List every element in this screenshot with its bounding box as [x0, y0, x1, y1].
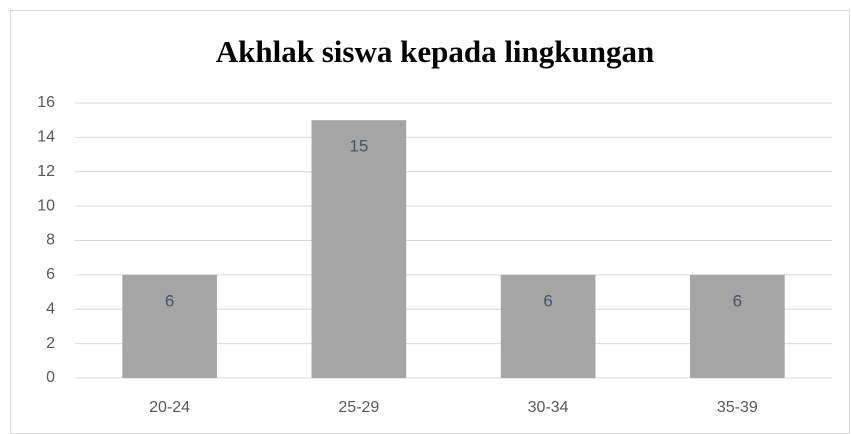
bar — [122, 274, 217, 378]
data-label: 15 — [349, 137, 368, 156]
y-tick-label: 8 — [46, 232, 55, 249]
y-tick-label: 12 — [37, 163, 55, 180]
data-label: 6 — [543, 291, 552, 310]
chart-title: Akhlak siswa kepada lingkungan — [216, 34, 655, 69]
y-tick-label: 0 — [46, 369, 55, 386]
y-tick-label: 6 — [46, 266, 55, 283]
y-tick-label: 4 — [46, 300, 55, 317]
data-label: 6 — [165, 291, 174, 310]
bar — [311, 120, 407, 378]
x-tick-label: 30-34 — [528, 399, 569, 416]
x-tick-label: 35-39 — [717, 399, 758, 416]
bar — [500, 274, 596, 378]
y-tick-label: 10 — [37, 197, 55, 214]
y-tick-label: 14 — [37, 129, 55, 146]
y-tick-label: 2 — [46, 335, 55, 352]
x-tick-label: 20-24 — [149, 399, 190, 416]
y-tick-label: 16 — [37, 94, 55, 111]
bar — [690, 274, 785, 378]
x-tick-label: 25-29 — [338, 399, 379, 416]
data-label: 6 — [733, 291, 742, 310]
